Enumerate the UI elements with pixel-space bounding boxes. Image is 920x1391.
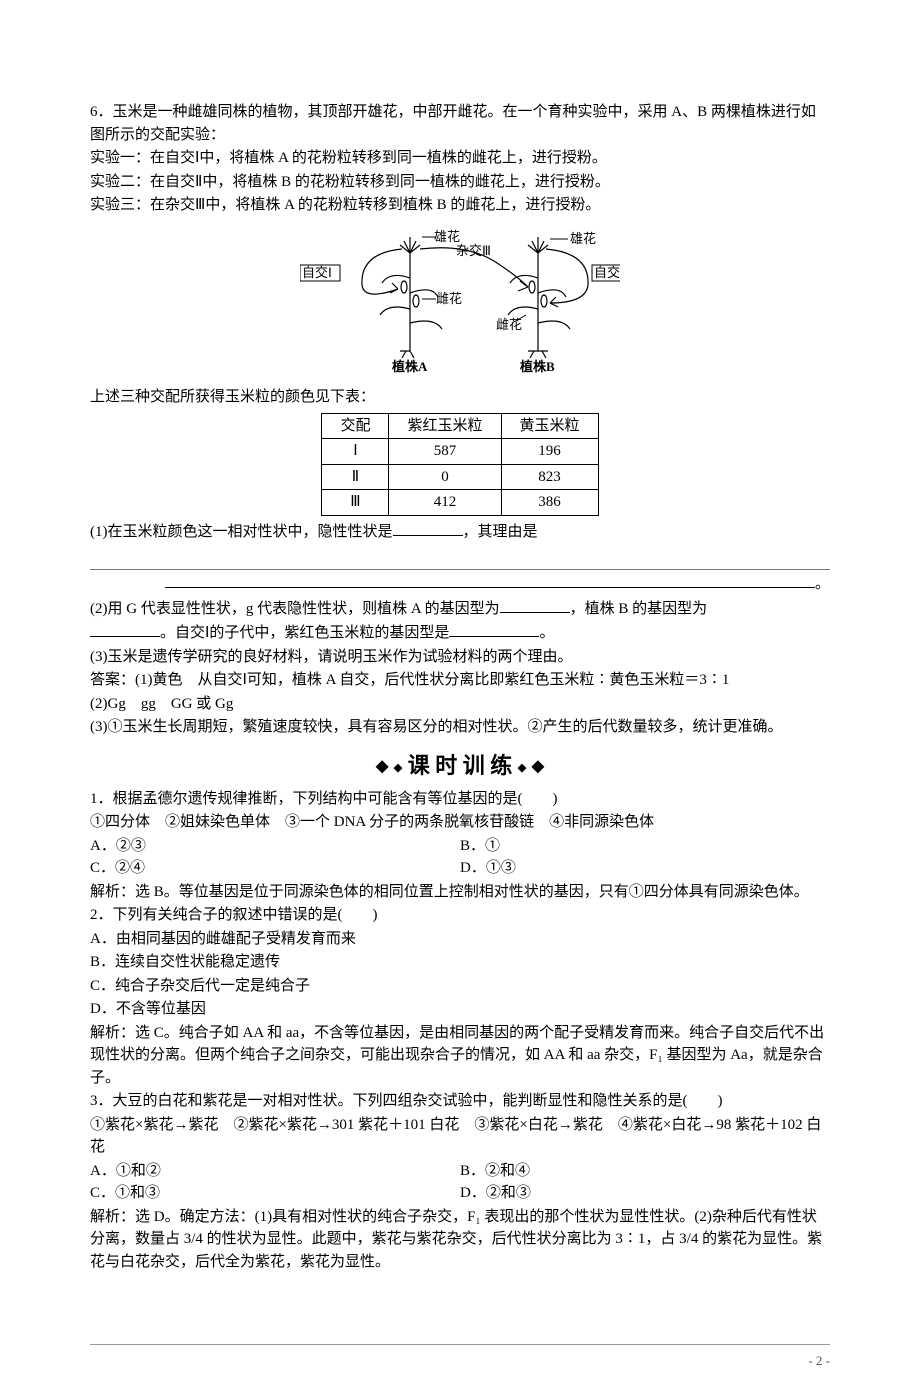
q6-table: 交配 紫红玉米粒 黄玉米粒 Ⅰ 587 196 Ⅱ 0 823 Ⅲ 412 38… [321,413,598,516]
q2-optB: B．连续自交性状能稳定遗传 [90,951,830,974]
long-blank [90,551,830,570]
q6-td: 0 [389,464,501,490]
label-plantB: 植株B [519,359,555,373]
q3-expl: 解析：选 D。确定方法：(1)具有相对性状的纯合子杂交，F₁ 表现出的那个性状为… [90,1206,830,1274]
q3-optC: C．①和③ [90,1182,460,1205]
diamond-icon: ◆ [518,762,526,774]
q6-td: Ⅰ [322,439,389,465]
q2-optD: D．不含等位基因 [90,998,830,1021]
q6-ans3: (3)①玉米生长周期短，繁殖速度较快，具有容易区分的相对性状。②产生的后代数量较… [90,716,830,739]
q6-exp2: 实验二：在自交Ⅱ中，将植株 B 的花粉粒转移到同一植株的雌花上，进行授粉。 [90,171,830,194]
q6-sub2c: 。自交Ⅰ的子代中，紫红色玉米粒的基因型是 [160,625,449,641]
q2-optC: C．纯合子杂交后代一定是纯合子 [90,975,830,998]
blank [393,520,463,536]
label-crossIII: 杂交Ⅲ [456,243,491,258]
q6-td: 412 [389,490,501,516]
q6-td: Ⅲ [322,490,389,516]
q6-sub1: (1)在玉米粒颜色这一相对性状中，隐性性状是 ，其理由是 [90,520,830,544]
q6-td: 386 [501,490,598,516]
q3-optD: D．②和③ [460,1182,830,1205]
q6-ans2: (2)Gg gg GG 或 Gg [90,693,830,716]
section-title-text: 课 时 训 练 [408,753,513,778]
q6-exp3: 实验三：在杂交Ⅲ中，将植株 A 的花粉粒转移到植株 B 的雌花上，进行授粉。 [90,194,830,217]
q6-table-intro: 上述三种交配所获得玉米粒的颜色见下表： [90,386,830,409]
q6-sub1end: 。 [815,576,830,592]
q6-exp1: 实验一：在自交Ⅰ中，将植株 A 的花粉粒转移到同一植株的雌花上，进行授粉。 [90,147,830,170]
q6-td: Ⅱ [322,464,389,490]
q1-optA: A．②③ [90,835,460,858]
q6-th-2: 黄玉米粒 [501,413,598,439]
q6-td: 823 [501,464,598,490]
blank [165,572,815,588]
q2-optA: A．由相同基因的雌雄配子受精发育而来 [90,928,830,951]
q3-stem: 3．大豆的白花和紫花是一对相对性状。下列四组杂交试验中，能判断显性和隐性关系的是… [90,1090,830,1113]
label-plantA: 植株A [391,359,428,373]
diamond-icon: ◆ [376,758,388,775]
q3-opts-line: ①紫花×紫花→紫花 ②紫花×紫花→301 紫花＋101 白花 ③紫花×白花→紫花… [90,1114,830,1159]
q6-sub2: (2)用 G 代表显性性状，g 代表隐性性状，则植株 A 的基因型为 ，植株 B … [90,597,830,621]
label-selfII: 自交Ⅱ [594,265,620,280]
q6-sub2a: (2)用 G 代表显性性状，g 代表隐性性状，则植株 A 的基因型为 [90,601,500,617]
q6-td: 196 [501,439,598,465]
q6-sub3: (3)玉米是遗传学研究的良好材料，请说明玉米作为试验材料的两个理由。 [90,646,830,669]
blank [449,621,539,637]
diamond-icon: ◆ [394,762,402,774]
q1-optD: D．①③ [460,857,830,880]
q6-sub2end: 。 [539,625,554,641]
q2-expl: 解析：选 C。纯合子如 AA 和 aa，不含等位基因，是由相同基因的两个配子受精… [90,1022,830,1090]
label-selfI: 自交Ⅰ [302,265,332,280]
corn-cross-diagram: 自交Ⅰ 自交Ⅱ 杂交Ⅲ 雄花 雄花 雌花 雌花 植株A 植株B [90,223,830,381]
q6-stem: 6．玉米是一种雌雄同株的植物，其顶部开雄花，中部开雌花。在一个育种实验中，采用 … [90,101,830,146]
label-maleA: 雄花 [434,229,460,244]
q1-optB: B．① [460,835,830,858]
q1-opts-line: ①四分体 ②姐妹染色单体 ③一个 DNA 分子的两条脱氧核苷酸链 ④非同源染色体 [90,811,830,834]
blank [500,597,570,613]
q6-ans1: 答案：(1)黄色 从自交Ⅰ可知，植株 A 自交，后代性状分离比即紫红色玉米粒∶黄… [90,669,830,692]
section-title: ◆ ◆ 课 时 训 练 ◆ ◆ [90,749,830,782]
q6-th-1: 紫红玉米粒 [389,413,501,439]
q6-sub2-line2: 。自交Ⅰ的子代中，紫红色玉米粒的基因型是 。 [90,621,830,645]
q6-sub1b: ，其理由是 [463,524,538,540]
q3-optA: A．①和② [90,1160,460,1183]
q3-optB: B．②和④ [460,1160,830,1183]
blank [90,621,160,637]
q6-td: 587 [389,439,501,465]
label-maleB: 雄花 [570,231,596,246]
q6-sub2b: ，植株 B 的基因型为 [570,601,708,617]
page-number: - 2 - [808,1353,830,1368]
q1-optC: C．②④ [90,857,460,880]
q2-stem: 2．下列有关纯合子的叙述中错误的是( ) [90,904,830,927]
q1-stem: 1．根据孟德尔遗传规律推断，下列结构中可能含有等位基因的是( ) [90,788,830,811]
q6-sub1a: (1)在玉米粒颜色这一相对性状中，隐性性状是 [90,524,393,540]
page-footer: - 2 - [0,1314,920,1391]
q6-th-0: 交配 [322,413,389,439]
q1-expl: 解析：选 B。等位基因是位于同源染色体的相同位置上控制相对性状的基因，只有①四分… [90,881,830,904]
diamond-icon: ◆ [532,758,544,775]
label-femaleA: 雌花 [436,291,462,306]
